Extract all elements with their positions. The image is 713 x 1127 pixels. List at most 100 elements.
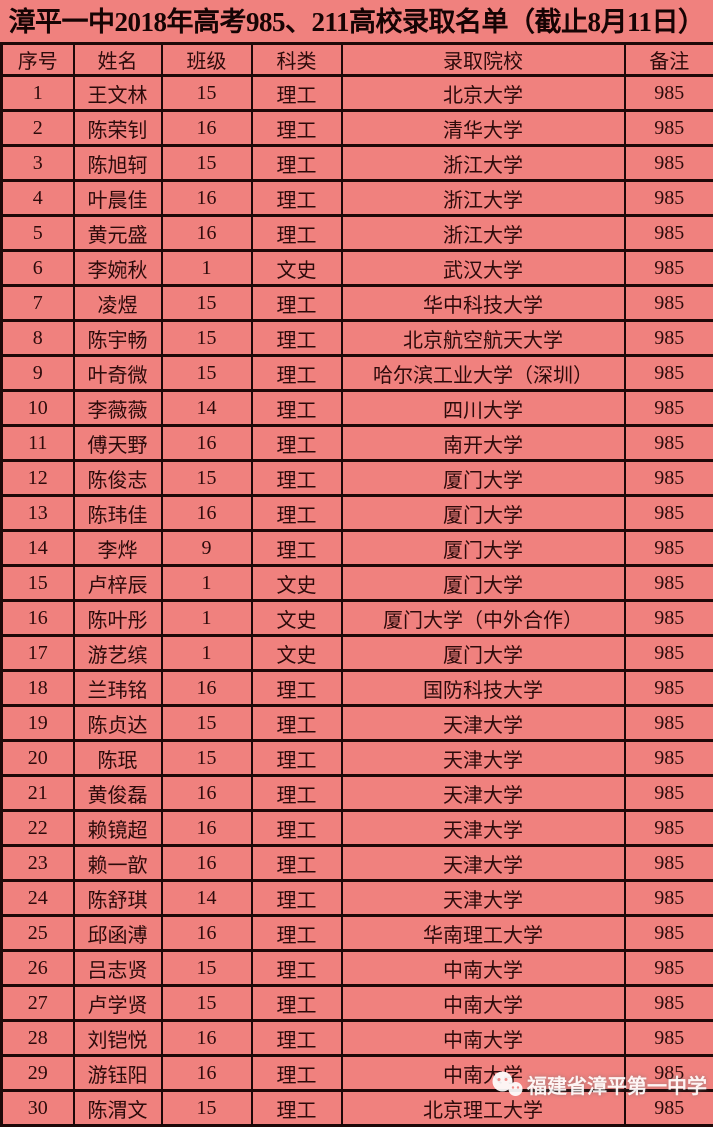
cell-class: 16 (162, 111, 252, 146)
cell-university: 天津大学 (342, 706, 625, 741)
cell-index: 27 (2, 986, 74, 1021)
cell-name: 卢学贤 (74, 986, 162, 1021)
cell-university: 中南大学 (342, 1021, 625, 1056)
header-remark: 备注 (625, 44, 713, 76)
cell-category: 理工 (252, 426, 342, 461)
cell-category: 理工 (252, 986, 342, 1021)
cell-index: 2 (2, 111, 74, 146)
cell-remark: 985 (625, 986, 713, 1021)
cell-class: 16 (162, 671, 252, 706)
cell-name: 黄俊磊 (74, 776, 162, 811)
cell-name: 游艺缤 (74, 636, 162, 671)
page-title: 漳平一中2018年高考985、211高校录取名单（截止8月11日） (0, 0, 713, 42)
cell-university: 天津大学 (342, 741, 625, 776)
cell-university: 天津大学 (342, 881, 625, 916)
cell-class: 15 (162, 1091, 252, 1126)
cell-university: 天津大学 (342, 811, 625, 846)
cell-remark: 985 (625, 426, 713, 461)
header-index: 序号 (2, 44, 74, 76)
cell-category: 理工 (252, 321, 342, 356)
cell-university: 北京大学 (342, 76, 625, 111)
header-university: 录取院校 (342, 44, 625, 76)
cell-remark: 985 (625, 391, 713, 426)
cell-remark: 985 (625, 1021, 713, 1056)
cell-name: 赖一歆 (74, 846, 162, 881)
cell-name: 黄元盛 (74, 216, 162, 251)
cell-index: 12 (2, 461, 74, 496)
cell-remark: 985 (625, 216, 713, 251)
cell-category: 理工 (252, 846, 342, 881)
cell-class: 1 (162, 601, 252, 636)
cell-name: 李烨 (74, 531, 162, 566)
cell-university: 国防科技大学 (342, 671, 625, 706)
cell-remark: 985 (625, 741, 713, 776)
cell-class: 15 (162, 986, 252, 1021)
cell-university: 厦门大学 (342, 531, 625, 566)
cell-name: 卢梓辰 (74, 566, 162, 601)
cell-university: 华中科技大学 (342, 286, 625, 321)
cell-university: 四川大学 (342, 391, 625, 426)
cell-class: 16 (162, 846, 252, 881)
cell-category: 理工 (252, 461, 342, 496)
cell-index: 30 (2, 1091, 74, 1126)
cell-index: 8 (2, 321, 74, 356)
cell-remark: 985 (625, 146, 713, 181)
cell-university: 华南理工大学 (342, 916, 625, 951)
cell-index: 11 (2, 426, 74, 461)
cell-index: 20 (2, 741, 74, 776)
cell-class: 14 (162, 881, 252, 916)
wechat-icon (490, 1071, 524, 1098)
cell-university: 浙江大学 (342, 146, 625, 181)
cell-university: 中南大学 (342, 951, 625, 986)
cell-university: 南开大学 (342, 426, 625, 461)
cell-class: 15 (162, 146, 252, 181)
cell-remark: 985 (625, 636, 713, 671)
cell-index: 6 (2, 251, 74, 286)
cell-category: 文史 (252, 251, 342, 286)
cell-name: 陈舒琪 (74, 881, 162, 916)
cell-class: 15 (162, 951, 252, 986)
cell-category: 理工 (252, 1091, 342, 1126)
header-row: 序号 姓名 班级 科类 录取院校 备注 (2, 44, 713, 76)
cell-class: 14 (162, 391, 252, 426)
cell-index: 7 (2, 286, 74, 321)
cell-index: 3 (2, 146, 74, 181)
cell-index: 25 (2, 916, 74, 951)
cell-index: 21 (2, 776, 74, 811)
cell-remark: 985 (625, 321, 713, 356)
cell-index: 16 (2, 601, 74, 636)
cell-class: 9 (162, 531, 252, 566)
cell-remark: 985 (625, 566, 713, 601)
cell-remark: 985 (625, 531, 713, 566)
cell-index: 17 (2, 636, 74, 671)
cell-university: 厦门大学 (342, 566, 625, 601)
cell-university: 厦门大学 (342, 461, 625, 496)
cell-remark: 985 (625, 706, 713, 741)
cell-name: 叶晨佳 (74, 181, 162, 216)
cell-category: 理工 (252, 776, 342, 811)
cell-category: 理工 (252, 111, 342, 146)
cell-university: 哈尔滨工业大学（深圳） (342, 356, 625, 391)
cell-name: 陈渭文 (74, 1091, 162, 1126)
cell-category: 理工 (252, 356, 342, 391)
cell-class: 15 (162, 461, 252, 496)
cell-category: 理工 (252, 881, 342, 916)
cell-category: 理工 (252, 671, 342, 706)
cell-category: 理工 (252, 216, 342, 251)
cell-university: 厦门大学 (342, 496, 625, 531)
cell-remark: 985 (625, 286, 713, 321)
cell-remark: 985 (625, 181, 713, 216)
cell-index: 13 (2, 496, 74, 531)
cell-university: 中南大学 (342, 986, 625, 1021)
cell-category: 理工 (252, 916, 342, 951)
